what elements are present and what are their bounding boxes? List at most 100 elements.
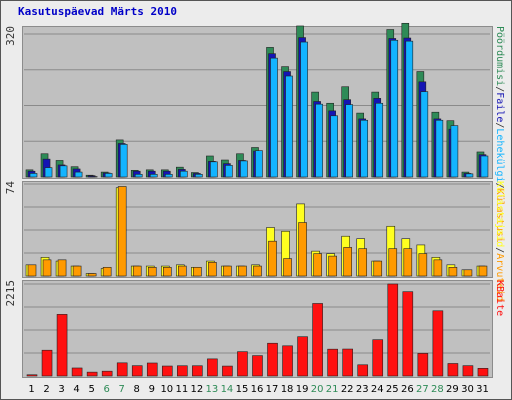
- bar-Arvuteid: [253, 265, 262, 277]
- legend-entry: Pöördumisi: [494, 26, 505, 87]
- bar-Lehekülgi: [74, 171, 83, 178]
- x-tick-label: 12: [191, 384, 204, 395]
- bar-Arvuteid: [208, 262, 217, 277]
- bar-KBaite: [402, 291, 414, 377]
- x-tick-label: 9: [149, 384, 155, 395]
- x-tick-label: 17: [266, 384, 279, 395]
- bar-Arvuteid: [27, 264, 37, 277]
- bar-Arvuteid: [403, 248, 413, 277]
- bar-Arvuteid: [418, 253, 428, 277]
- bar-Lehekülgi: [29, 173, 38, 178]
- bar-Arvuteid: [478, 265, 488, 277]
- legend-entry: Külastusi: [494, 188, 505, 243]
- bar-KBaite: [432, 310, 444, 377]
- bar-Arvuteid: [87, 273, 97, 277]
- bar-Lehekülgi: [164, 174, 173, 178]
- x-tick-label: 5: [88, 384, 94, 395]
- top-panel-legend: Pöördumisi/Faile/Lehekülgi/Külastusi: [494, 26, 505, 243]
- x-tick-label: 26: [401, 384, 414, 395]
- bar-Arvuteid: [132, 265, 142, 277]
- x-tick-label: 14: [221, 384, 234, 395]
- chart-title: Kasutuspäevad Märts 2010: [18, 5, 177, 18]
- bar-KBaite: [327, 348, 338, 377]
- bar-KBaite: [131, 365, 143, 377]
- x-tick-label: 3: [58, 384, 64, 395]
- bar-Arvuteid: [102, 266, 112, 277]
- bar-Arvuteid: [238, 265, 247, 277]
- legend-entry: Faile: [494, 92, 505, 123]
- bar-Arvuteid: [463, 269, 473, 277]
- bar-Arvuteid: [328, 255, 337, 277]
- bar-Lehekülgi: [270, 57, 278, 178]
- x-tick-label: 25: [386, 384, 399, 395]
- legend-separator: /: [494, 182, 505, 189]
- bar-Arvuteid: [178, 265, 187, 277]
- legend-entry: Arvuteid: [494, 253, 505, 302]
- bar-Lehekülgi: [330, 115, 338, 178]
- x-tick-label: 27: [416, 384, 429, 395]
- legend-entry: Külastajaid: [494, 181, 505, 248]
- bar-Lehekülgi: [104, 173, 113, 178]
- bar-Lehekülgi: [119, 144, 128, 178]
- x-tick-label: 31: [476, 384, 489, 395]
- bar-Arvuteid: [223, 265, 232, 277]
- bar-KBaite: [372, 339, 384, 377]
- bar-Lehekülgi: [375, 102, 384, 178]
- bar-Lehekülgi: [345, 104, 353, 178]
- bar-Lehekülgi: [405, 40, 414, 178]
- x-tick-label: 21: [326, 384, 339, 395]
- x-tick-label: 6: [103, 384, 109, 395]
- bar-Lehekülgi: [255, 150, 263, 178]
- bar-Arvuteid: [373, 260, 383, 277]
- bar-KBaite: [462, 365, 474, 377]
- legend-separator: /: [494, 247, 505, 254]
- x-tick-label: 16: [251, 384, 264, 395]
- bar-KBaite: [71, 367, 83, 377]
- bar-Lehekülgi: [420, 91, 429, 178]
- bar-KBaite: [447, 363, 459, 377]
- bar-KBaite: [282, 345, 293, 377]
- x-tick-label: 23: [356, 384, 369, 395]
- bottom-panel-legend: KBaite: [494, 280, 505, 376]
- bar-Arvuteid: [57, 259, 67, 277]
- bar-KBaite: [56, 314, 68, 377]
- bar-Arvuteid: [42, 259, 52, 277]
- bar-Lehekülgi: [315, 103, 323, 178]
- bar-Arvuteid: [117, 186, 127, 277]
- bar-KBaite: [86, 371, 98, 377]
- bar-Lehekülgi: [225, 165, 233, 178]
- middle-panel-legend: Külastajaid/Arvuteid: [494, 181, 505, 301]
- bar-Lehekülgi: [390, 39, 399, 178]
- x-tick-label: 29: [446, 384, 459, 395]
- bar-Lehekülgi: [435, 119, 444, 178]
- bar-Lehekülgi: [465, 173, 474, 178]
- bar-Arvuteid: [162, 266, 172, 277]
- bar-KBaite: [357, 364, 369, 377]
- x-tick-label: 18: [281, 384, 294, 395]
- bar-Lehekülgi: [149, 174, 158, 178]
- bar-KBaite: [116, 362, 128, 377]
- x-tick-label: 30: [461, 384, 474, 395]
- bar-Lehekülgi: [450, 125, 459, 178]
- bar-Lehekülgi: [89, 176, 98, 178]
- bar-Lehekülgi: [300, 41, 308, 178]
- x-tick-label: 1: [28, 384, 34, 395]
- bar-Lehekülgi: [480, 155, 489, 178]
- bar-Lehekülgi: [195, 174, 203, 178]
- x-tick-label: 24: [371, 384, 384, 395]
- x-tick-label: 22: [341, 384, 354, 395]
- bar-KBaite: [177, 365, 188, 377]
- x-tick-label: 20: [311, 384, 324, 395]
- bar-Arvuteid: [448, 266, 458, 277]
- bar-Arvuteid: [388, 248, 398, 277]
- bar-Arvuteid: [72, 265, 82, 277]
- bar-KBaite: [342, 348, 353, 377]
- bar-Arvuteid: [193, 266, 202, 277]
- legend-entry: Lehekülgi: [494, 128, 505, 183]
- x-tick-label: 7: [119, 384, 125, 395]
- bar-KBaite: [237, 351, 248, 377]
- bar-KBaite: [297, 336, 308, 377]
- bar-KBaite: [192, 365, 203, 377]
- bar-KBaite: [101, 370, 113, 377]
